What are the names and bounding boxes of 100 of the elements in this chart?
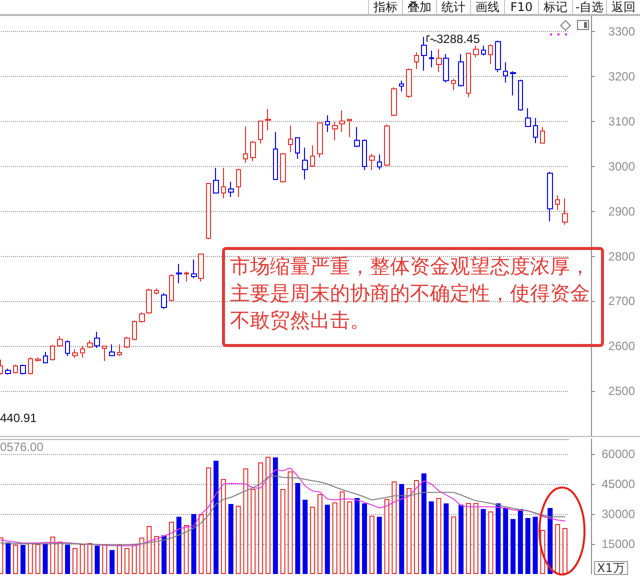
candlestick <box>302 147 308 180</box>
bar <box>480 509 486 574</box>
annotation: 440.91 <box>0 411 37 425</box>
candlestick <box>250 140 256 162</box>
candlestick <box>354 126 360 148</box>
bar <box>428 501 434 574</box>
candlestick <box>124 336 130 348</box>
candlestick <box>138 312 145 324</box>
bar <box>302 500 308 574</box>
candlestick <box>466 52 471 98</box>
bar <box>72 548 78 574</box>
bar <box>102 544 107 574</box>
bar <box>12 544 18 574</box>
bar <box>391 481 396 574</box>
candlestick <box>502 62 508 83</box>
button: 统计 <box>436 0 470 14</box>
candlestick <box>376 154 382 170</box>
bar <box>518 509 523 574</box>
y-axis-title: X1万 <box>594 561 628 575</box>
bar <box>466 503 471 574</box>
candlestick <box>450 78 456 91</box>
bar <box>384 499 389 574</box>
candlestick <box>4 368 11 375</box>
candlestick <box>108 344 115 357</box>
y-tick-label: 2700 <box>608 294 635 308</box>
bar <box>168 522 174 574</box>
candlestick <box>176 263 182 284</box>
candlestick <box>80 346 85 358</box>
bar <box>213 460 218 574</box>
candlestick <box>168 274 174 302</box>
candlestick <box>34 356 41 362</box>
button: 标记 <box>538 0 572 14</box>
candlestick <box>146 288 152 314</box>
y-tick-label: 3200 <box>608 70 635 84</box>
y-tick-label: 2800 <box>608 249 635 264</box>
candlestick <box>206 183 211 240</box>
bar <box>131 544 136 574</box>
bar <box>458 504 464 574</box>
bar <box>109 550 114 574</box>
y-tick-label: 15000 <box>601 537 635 551</box>
candlestick <box>310 144 315 168</box>
bar <box>272 457 278 574</box>
candlestick <box>562 198 568 226</box>
y-tick-label: 2500 <box>608 384 635 398</box>
candlestick <box>242 126 248 164</box>
candlestick <box>324 114 330 132</box>
bar <box>339 491 344 574</box>
bar <box>198 514 204 574</box>
candlestick <box>42 352 48 364</box>
bar <box>317 494 322 574</box>
button: 指标 <box>368 0 402 14</box>
bar <box>138 538 144 574</box>
bar <box>34 544 40 574</box>
bar <box>94 546 100 574</box>
bar <box>242 468 248 574</box>
candlestick <box>154 288 159 296</box>
candlestick <box>390 86 397 117</box>
button: 画线 <box>470 0 504 14</box>
candlestick <box>338 110 345 132</box>
bar <box>206 467 211 574</box>
y-tick-label: 30000 <box>601 507 635 521</box>
bar <box>421 473 426 574</box>
button: 叠加 <box>402 0 436 14</box>
button: F10 <box>504 0 538 14</box>
bar <box>354 498 360 574</box>
candlestick <box>184 271 189 282</box>
candlestick <box>20 364 26 375</box>
candlestick <box>280 152 286 184</box>
candlestick <box>56 336 63 348</box>
candlestick <box>540 126 545 144</box>
bar <box>443 503 448 574</box>
candlestick <box>132 320 137 341</box>
candlestick <box>368 153 375 171</box>
bar <box>50 536 55 574</box>
candlestick <box>258 120 263 144</box>
bar <box>369 516 374 574</box>
candlestick <box>50 344 55 362</box>
candlestick <box>64 340 70 357</box>
bar <box>414 480 419 574</box>
annotation: 0576.00 <box>0 440 44 454</box>
bar <box>183 525 188 574</box>
candlestick <box>510 70 516 96</box>
bar <box>547 508 552 574</box>
bar <box>332 502 337 574</box>
bar <box>265 456 270 574</box>
candlestick <box>288 125 293 153</box>
candlestick <box>272 131 278 180</box>
candlestick <box>494 40 501 73</box>
annotation: 市场缩量严重，整体资金观望态度浓厚，主要是周末的协商的不确定性，使得资金不敢贸然出击。 <box>230 254 590 332</box>
candlestick <box>264 108 271 132</box>
bar <box>86 543 92 574</box>
candlestick <box>524 108 531 128</box>
bar <box>406 488 412 574</box>
bar <box>450 516 456 574</box>
candlestick <box>28 356 33 375</box>
bar <box>495 503 500 574</box>
candlestick <box>12 364 18 374</box>
bar <box>436 498 441 574</box>
bar <box>235 506 240 574</box>
bar <box>524 518 530 574</box>
